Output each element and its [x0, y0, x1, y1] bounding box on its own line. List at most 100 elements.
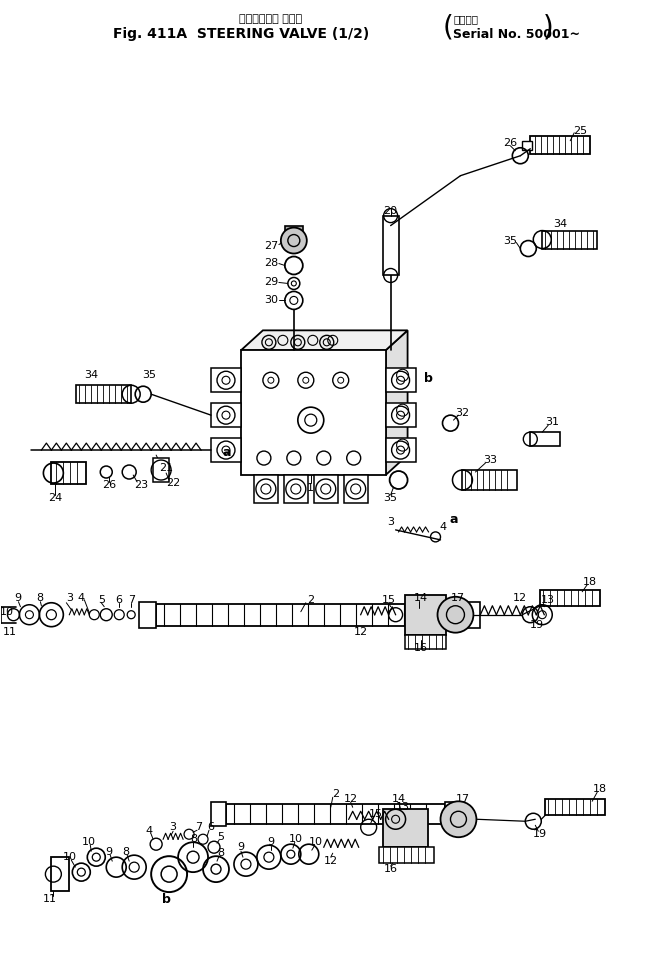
Text: 24: 24	[48, 493, 63, 503]
Text: 13: 13	[396, 803, 410, 812]
Bar	[386, 403, 416, 427]
Text: 4: 4	[440, 522, 447, 532]
Bar	[156, 603, 460, 626]
Bar	[284, 475, 308, 503]
Bar	[226, 805, 446, 824]
Text: 8: 8	[123, 847, 130, 857]
Bar	[211, 438, 241, 462]
Text: 12: 12	[354, 627, 368, 636]
Bar	[211, 403, 241, 427]
Bar	[542, 231, 597, 248]
Text: 10: 10	[0, 607, 13, 617]
Bar	[386, 438, 416, 462]
Bar	[404, 595, 446, 634]
Text: 14: 14	[414, 593, 428, 602]
Text: 6: 6	[116, 595, 123, 605]
Text: 29: 29	[264, 277, 278, 287]
Circle shape	[127, 611, 135, 619]
Text: 31: 31	[545, 417, 559, 427]
Text: 2: 2	[332, 789, 339, 799]
Text: 11: 11	[43, 894, 57, 904]
Text: 14: 14	[392, 794, 406, 805]
Bar	[386, 368, 416, 392]
Text: 6: 6	[208, 822, 214, 832]
Text: 15: 15	[382, 595, 396, 605]
Bar	[51, 857, 69, 891]
Text: 12: 12	[324, 856, 338, 866]
Text: 5: 5	[98, 595, 105, 605]
Text: 1: 1	[307, 483, 314, 493]
Bar	[530, 136, 590, 154]
Text: 8: 8	[190, 834, 198, 845]
Text: 7: 7	[196, 822, 202, 832]
Text: 17: 17	[456, 794, 470, 805]
Bar	[241, 350, 386, 475]
Text: 3: 3	[170, 822, 176, 832]
Text: 10: 10	[63, 852, 77, 862]
Bar	[522, 141, 532, 150]
Bar	[545, 799, 605, 815]
Text: 23: 23	[134, 480, 149, 490]
Text: 10: 10	[83, 837, 97, 847]
Text: 9: 9	[237, 843, 244, 852]
Circle shape	[440, 802, 476, 837]
Bar	[211, 803, 226, 826]
Bar	[530, 432, 560, 446]
Text: b: b	[162, 892, 170, 906]
Bar	[446, 803, 464, 826]
Bar	[383, 216, 398, 275]
Text: 3: 3	[387, 517, 394, 527]
Text: 16: 16	[384, 864, 398, 874]
Bar	[462, 470, 517, 490]
Text: 20: 20	[384, 205, 398, 216]
Polygon shape	[386, 331, 408, 475]
Text: (: (	[443, 13, 454, 41]
Text: 26: 26	[503, 138, 517, 148]
Bar	[314, 475, 338, 503]
Text: 34: 34	[84, 371, 99, 380]
Circle shape	[438, 596, 474, 632]
Text: 適用号機: 適用号機	[454, 14, 478, 24]
Bar	[344, 475, 368, 503]
Text: 19: 19	[530, 620, 544, 630]
Text: 9: 9	[106, 847, 113, 857]
Text: a: a	[450, 514, 458, 526]
Text: 10: 10	[309, 837, 323, 847]
Text: ステアリング バルブ: ステアリング バルブ	[239, 14, 302, 24]
Text: Fig. 411A  STEERING VALVE (1/2): Fig. 411A STEERING VALVE (1/2)	[113, 27, 369, 41]
Text: 12: 12	[344, 794, 358, 805]
Bar	[51, 462, 87, 484]
Bar	[540, 590, 600, 606]
Text: 12: 12	[513, 593, 527, 602]
Text: 17: 17	[450, 593, 464, 602]
Text: 27: 27	[264, 240, 278, 250]
Text: a: a	[222, 446, 231, 458]
Text: 19: 19	[533, 829, 547, 840]
Bar	[460, 601, 480, 628]
Text: 30: 30	[264, 296, 278, 306]
Text: 33: 33	[484, 455, 498, 465]
Text: 8: 8	[36, 593, 43, 602]
Text: 13: 13	[541, 595, 555, 605]
Text: 8: 8	[217, 848, 224, 858]
Text: Serial No. 50001~: Serial No. 50001~	[454, 27, 581, 41]
Bar	[285, 226, 303, 237]
Text: 10: 10	[289, 834, 303, 845]
Bar	[139, 601, 156, 628]
Circle shape	[281, 228, 307, 254]
Text: 21: 21	[159, 463, 173, 473]
Text: 4: 4	[146, 826, 153, 836]
Text: 11: 11	[3, 627, 17, 636]
Text: 15: 15	[369, 810, 383, 819]
Bar	[254, 475, 278, 503]
Text: 22: 22	[166, 478, 180, 488]
Text: 25: 25	[573, 126, 587, 136]
Text: ): )	[543, 13, 553, 41]
Text: 26: 26	[102, 480, 117, 490]
Polygon shape	[241, 331, 408, 350]
Text: 32: 32	[456, 408, 470, 418]
Text: 35: 35	[142, 371, 156, 380]
Text: 18: 18	[593, 784, 607, 794]
Text: 35: 35	[384, 493, 398, 503]
Bar	[153, 458, 169, 482]
